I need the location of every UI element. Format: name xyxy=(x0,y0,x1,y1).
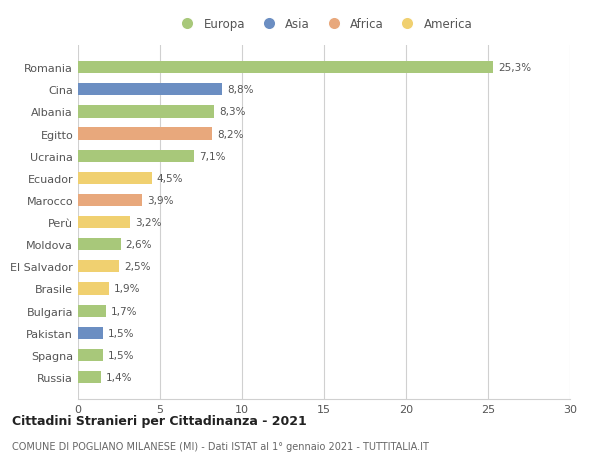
Text: COMUNE DI POGLIANO MILANESE (MI) - Dati ISTAT al 1° gennaio 2021 - TUTTITALIA.IT: COMUNE DI POGLIANO MILANESE (MI) - Dati … xyxy=(12,441,429,451)
Text: 8,3%: 8,3% xyxy=(219,107,245,117)
Text: 3,2%: 3,2% xyxy=(136,218,162,228)
Text: Cittadini Stranieri per Cittadinanza - 2021: Cittadini Stranieri per Cittadinanza - 2… xyxy=(12,414,307,428)
Bar xyxy=(78,217,130,229)
Text: 2,6%: 2,6% xyxy=(125,240,152,250)
Bar xyxy=(78,84,223,96)
Bar xyxy=(78,128,212,140)
Bar xyxy=(78,327,103,339)
Text: 1,5%: 1,5% xyxy=(107,350,134,360)
Bar xyxy=(78,106,214,118)
Text: 1,5%: 1,5% xyxy=(107,328,134,338)
Bar xyxy=(78,239,121,251)
Bar xyxy=(78,305,106,317)
Text: 25,3%: 25,3% xyxy=(498,63,531,73)
Text: 1,9%: 1,9% xyxy=(114,284,140,294)
Text: 8,2%: 8,2% xyxy=(217,129,244,139)
Text: 1,4%: 1,4% xyxy=(106,372,133,382)
Bar xyxy=(78,349,103,361)
Text: 4,5%: 4,5% xyxy=(157,174,183,184)
Text: 3,9%: 3,9% xyxy=(147,196,173,206)
Bar xyxy=(78,283,109,295)
Bar xyxy=(78,371,101,383)
Text: 7,1%: 7,1% xyxy=(199,151,226,162)
Bar xyxy=(78,261,119,273)
Text: 8,8%: 8,8% xyxy=(227,85,254,95)
Bar xyxy=(78,62,493,74)
Bar xyxy=(78,150,194,162)
Legend: Europa, Asia, Africa, America: Europa, Asia, Africa, America xyxy=(170,13,478,35)
Text: 2,5%: 2,5% xyxy=(124,262,151,272)
Text: 1,7%: 1,7% xyxy=(111,306,137,316)
Bar xyxy=(78,173,152,185)
Bar xyxy=(78,195,142,207)
